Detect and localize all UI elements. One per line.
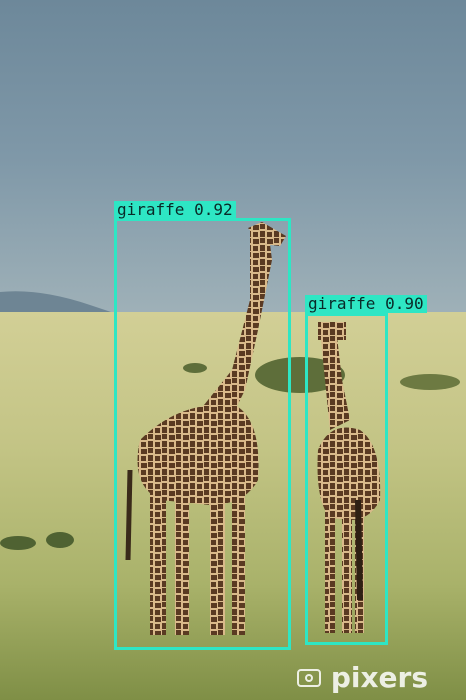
bush xyxy=(46,532,74,548)
bush xyxy=(400,374,460,390)
watermark: pixers xyxy=(296,661,428,694)
distant-hills xyxy=(0,291,120,315)
giraffe-left xyxy=(137,222,286,635)
detection-box-giraffe-1 xyxy=(114,218,291,650)
camera-icon xyxy=(296,668,321,687)
detection-box-giraffe-2 xyxy=(305,313,388,645)
detection-label-giraffe-2: giraffe 0.90 xyxy=(305,295,427,313)
watermark-text: pixers xyxy=(330,661,428,694)
bush xyxy=(183,363,207,373)
giraffe-left-tail xyxy=(125,469,133,561)
bush xyxy=(0,536,36,550)
detection-label-giraffe-1: giraffe 0.92 xyxy=(114,201,236,219)
tree-cluster xyxy=(255,357,345,393)
giraffe-right-tail xyxy=(355,499,363,601)
sky xyxy=(0,0,466,315)
